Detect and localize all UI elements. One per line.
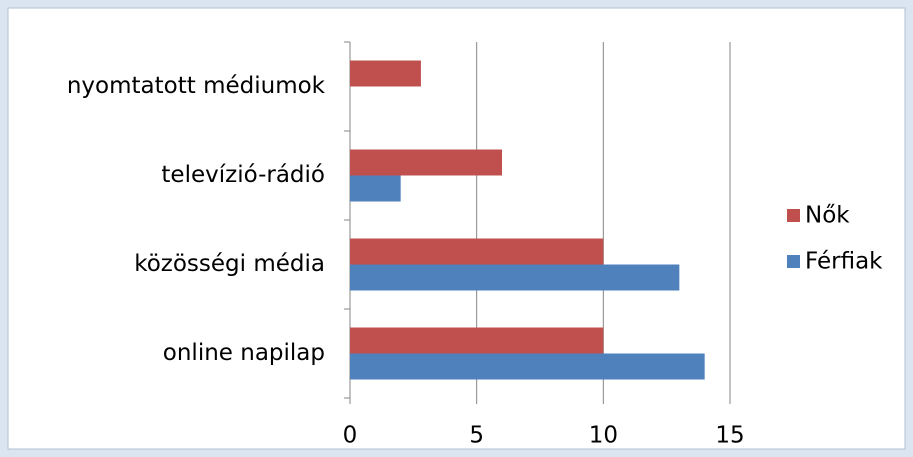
bar [350, 60, 421, 87]
y-tick-label: nyomtatott médiumok [67, 73, 326, 99]
x-tick-label: 5 [469, 423, 484, 449]
legend-swatch [787, 255, 800, 268]
y-tick-label: televízió-rádió [161, 162, 325, 188]
legend-swatch [787, 209, 800, 222]
x-tick-label: 15 [715, 423, 744, 449]
bar [350, 353, 705, 380]
bar [350, 238, 604, 265]
legend-label: Nők [805, 203, 850, 229]
bar [350, 149, 502, 176]
legend-label: Férfiak [805, 249, 883, 275]
bar [350, 327, 604, 354]
x-tick-label: 0 [343, 423, 358, 449]
y-tick-label: közösségi média [134, 251, 325, 277]
bar [350, 264, 680, 291]
x-tick-label: 10 [589, 423, 618, 449]
y-tick-label: online napilap [163, 340, 325, 366]
bar [350, 175, 401, 202]
